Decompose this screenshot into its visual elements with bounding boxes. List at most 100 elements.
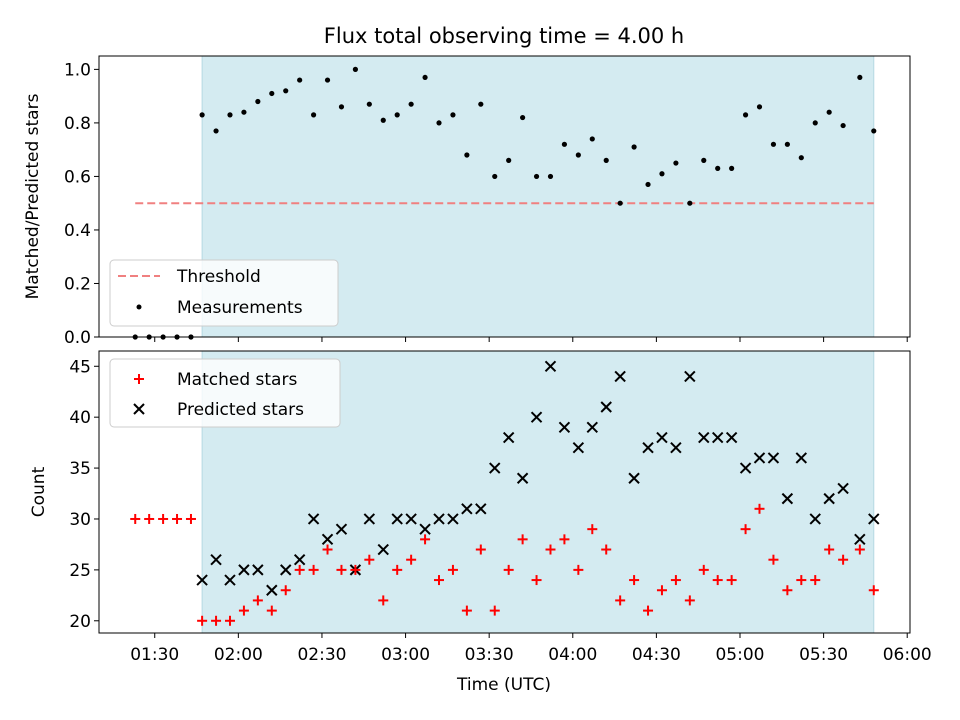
measurement-point (506, 157, 512, 163)
measurement-point (533, 173, 540, 180)
predicted-star-point (530, 411, 543, 423)
top-y-axis: 0.0 0.2 0.4 0.6 0.8 1.0 (64, 60, 99, 348)
legend-matched-marker (134, 374, 144, 384)
measurement-point (857, 74, 863, 81)
top-y-tick-label: 0.6 (64, 167, 91, 187)
matched-star-point (712, 575, 723, 586)
top-y-tick-label: 0.2 (64, 274, 91, 294)
measurement-point (673, 160, 679, 166)
x-tick-label: 05:00 (715, 645, 764, 665)
matched-star-point (406, 554, 417, 565)
matched-star-point (364, 554, 375, 565)
predicted-star-point (280, 564, 292, 576)
predicted-star-point (293, 553, 306, 566)
matched-star-point (238, 605, 249, 616)
measurement-point (227, 112, 233, 118)
matched-star-point (838, 554, 849, 565)
matched-star-point (489, 605, 500, 616)
matched-star-point (740, 524, 751, 535)
predicted-star-point (684, 370, 696, 383)
predicted-star-point (461, 503, 473, 515)
matched-star-point (503, 564, 514, 575)
top-legend: Threshold Measurements (109, 259, 339, 327)
matched-star-point (475, 544, 486, 555)
matched-star-point (517, 534, 528, 545)
measurement-point (310, 112, 317, 118)
bottom-y-tick-label: 45 (69, 357, 91, 377)
measurement-point (715, 165, 721, 171)
top-x-axis (154, 337, 908, 342)
matched-star-point (782, 585, 793, 596)
predicted-star-point (502, 431, 515, 444)
measurement-point (617, 200, 623, 206)
measurement-point (394, 112, 400, 118)
matched-stars-points (130, 503, 879, 626)
legend-predicted-swatch (133, 403, 145, 415)
measurement-point (561, 141, 568, 147)
measurement-point (352, 66, 358, 72)
predicted-star-point (307, 513, 320, 525)
matched-star-point (573, 564, 584, 575)
predicted-star-point (753, 452, 766, 464)
measurement-point (241, 109, 247, 115)
matched-star-point (461, 605, 472, 616)
measurement-point (603, 157, 609, 163)
predicted-star-point (321, 533, 334, 546)
measurement-point (450, 112, 456, 118)
predicted-star-point (572, 442, 585, 454)
measurement-points (132, 66, 877, 340)
matched-star-point (308, 564, 319, 575)
matched-star-point (796, 575, 807, 586)
measurement-point (324, 77, 331, 83)
matched-star-point (726, 575, 737, 586)
x-tick-label: 06:00 (883, 645, 932, 665)
matched-star-point (670, 575, 681, 586)
legend-measurements-swatch (136, 304, 142, 310)
bottom-y-axis-label: Count (29, 466, 49, 517)
bottom-legend-box (109, 358, 341, 428)
x-tick-label: 01:30 (130, 645, 179, 665)
legend-predicted-marker (133, 403, 145, 415)
top-y-tick-label: 0.8 (64, 114, 91, 134)
matched-star-point (531, 575, 542, 586)
predicted-star-point (266, 584, 278, 596)
matched-star-point (810, 575, 821, 586)
measurement-point (826, 109, 832, 115)
matched-star-point (601, 544, 612, 555)
x-tick-label: 04:30 (632, 645, 681, 665)
bottom-y-tick-label: 25 (69, 561, 91, 581)
matched-star-point (868, 585, 879, 596)
top-plot-frame (98, 55, 911, 338)
matched-star-point (280, 585, 291, 596)
matched-star-point (266, 605, 277, 616)
matched-star-point (420, 534, 431, 545)
matched-star-point (824, 544, 835, 555)
measurement-point (269, 90, 275, 97)
predicted-star-point (391, 513, 403, 525)
predicted-star-point (210, 553, 222, 566)
predicted-star-point (642, 442, 654, 454)
measurement-point (631, 144, 637, 150)
predicted-star-point (656, 431, 668, 444)
predicted-star-point (711, 431, 724, 444)
measurement-point (422, 74, 428, 81)
measurement-point (701, 157, 707, 163)
predicted-star-point (670, 442, 682, 454)
measurement-point (687, 200, 693, 206)
top-y-tick-label: 0.0 (64, 328, 91, 348)
measurement-point (255, 98, 261, 105)
measurement-point (492, 173, 498, 180)
top-panel: 0.0 0.2 0.4 0.6 0.8 1.0 Matched/Predicted sta… (23, 55, 911, 348)
measurement-point (659, 171, 665, 177)
predicted-star-point (809, 513, 821, 525)
predicted-star-point (475, 503, 487, 515)
top-y-axis-label: Matched/Predicted stars (23, 93, 43, 299)
measurement-point (575, 152, 581, 158)
predicted-star-point (868, 513, 880, 525)
measurement-point (408, 101, 414, 107)
measurement-point (338, 104, 345, 110)
matched-star-point (158, 513, 169, 524)
measurement-point (798, 155, 804, 161)
matched-star-point (224, 615, 235, 626)
predicted-stars-points (196, 360, 880, 596)
